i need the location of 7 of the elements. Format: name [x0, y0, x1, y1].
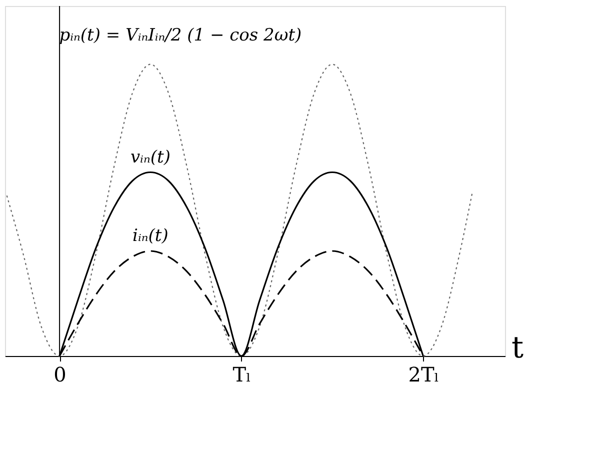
series-label: vᵢₙ(t) [130, 147, 170, 168]
text: pᵢₙ(t) = VᵢₙIᵢₙ/2 (1 − cos 2ωt) [59, 25, 302, 46]
series-label: iᵢₙ(t) [132, 226, 168, 246]
x-axis-title: t [512, 330, 524, 366]
x-tick-label: 0 [54, 362, 66, 386]
x-tick-label: Tₗ [232, 362, 251, 386]
x-tick-label: 2Tₗ [408, 362, 440, 386]
